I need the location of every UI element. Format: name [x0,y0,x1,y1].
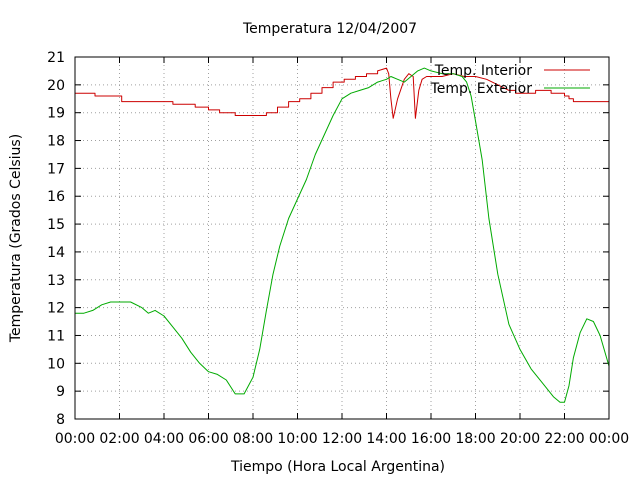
legend: Temp. Interior Temp. Exterior [430,63,590,97]
y-tick-label: 11 [47,328,65,344]
y-axis-title: Temperatura (Grados Celsius) [8,134,24,343]
x-tick-label: 20:00 [500,431,540,447]
x-tick-label: 00:00 [589,431,629,447]
x-tick-label: 22:00 [544,431,584,447]
y-tick-label: 8 [56,412,65,428]
series-line-temp-exterior [75,67,610,403]
series-line-temp-interior [75,67,609,119]
y-tick-label: 16 [47,189,65,205]
x-tick-label: 12:00 [322,431,362,447]
legend-label-temp-exterior: Temp. Exterior [430,81,533,97]
legend-label-temp-interior: Temp. Interior [434,63,533,79]
x-tick-label: 04:00 [144,431,184,447]
y-tick-label: 19 [47,106,65,122]
x-tick-label: 06:00 [188,431,228,447]
x-tick-label: 02:00 [99,431,139,447]
grid [75,57,609,419]
axis-ticks [74,56,610,420]
x-tick-label: 08:00 [233,431,273,447]
x-axis-title: Tiempo (Hora Local Argentina) [230,459,445,475]
y-tick-label: 18 [47,134,65,150]
y-tick-label: 15 [47,217,65,233]
x-tick-labels: 00:00 02:00 04:00 06:00 08:00 10:00 12:00 14:00… [55,431,629,447]
y-tick-label: 9 [56,384,65,400]
y-tick-label: 21 [47,50,65,66]
y-tick-labels: 8 9 10 11 12 13 14 15 16 17 18 19 20 21 [47,50,65,428]
y-tick-label: 12 [47,301,65,317]
x-tick-label: 10:00 [277,431,317,447]
x-tick-label: 16:00 [411,431,451,447]
x-tick-label: 00:00 [55,431,95,447]
series-lines [75,67,610,403]
y-tick-label: 17 [47,161,65,177]
y-tick-label: 14 [47,245,65,261]
x-tick-label: 18:00 [455,431,495,447]
x-tick-label: 14:00 [366,431,406,447]
plot-frame [74,56,610,420]
y-tick-label: 13 [47,273,65,289]
y-tick-label: 10 [47,356,65,372]
chart-title: Temperatura 12/04/2007 [242,21,417,37]
y-tick-label: 20 [47,78,65,94]
